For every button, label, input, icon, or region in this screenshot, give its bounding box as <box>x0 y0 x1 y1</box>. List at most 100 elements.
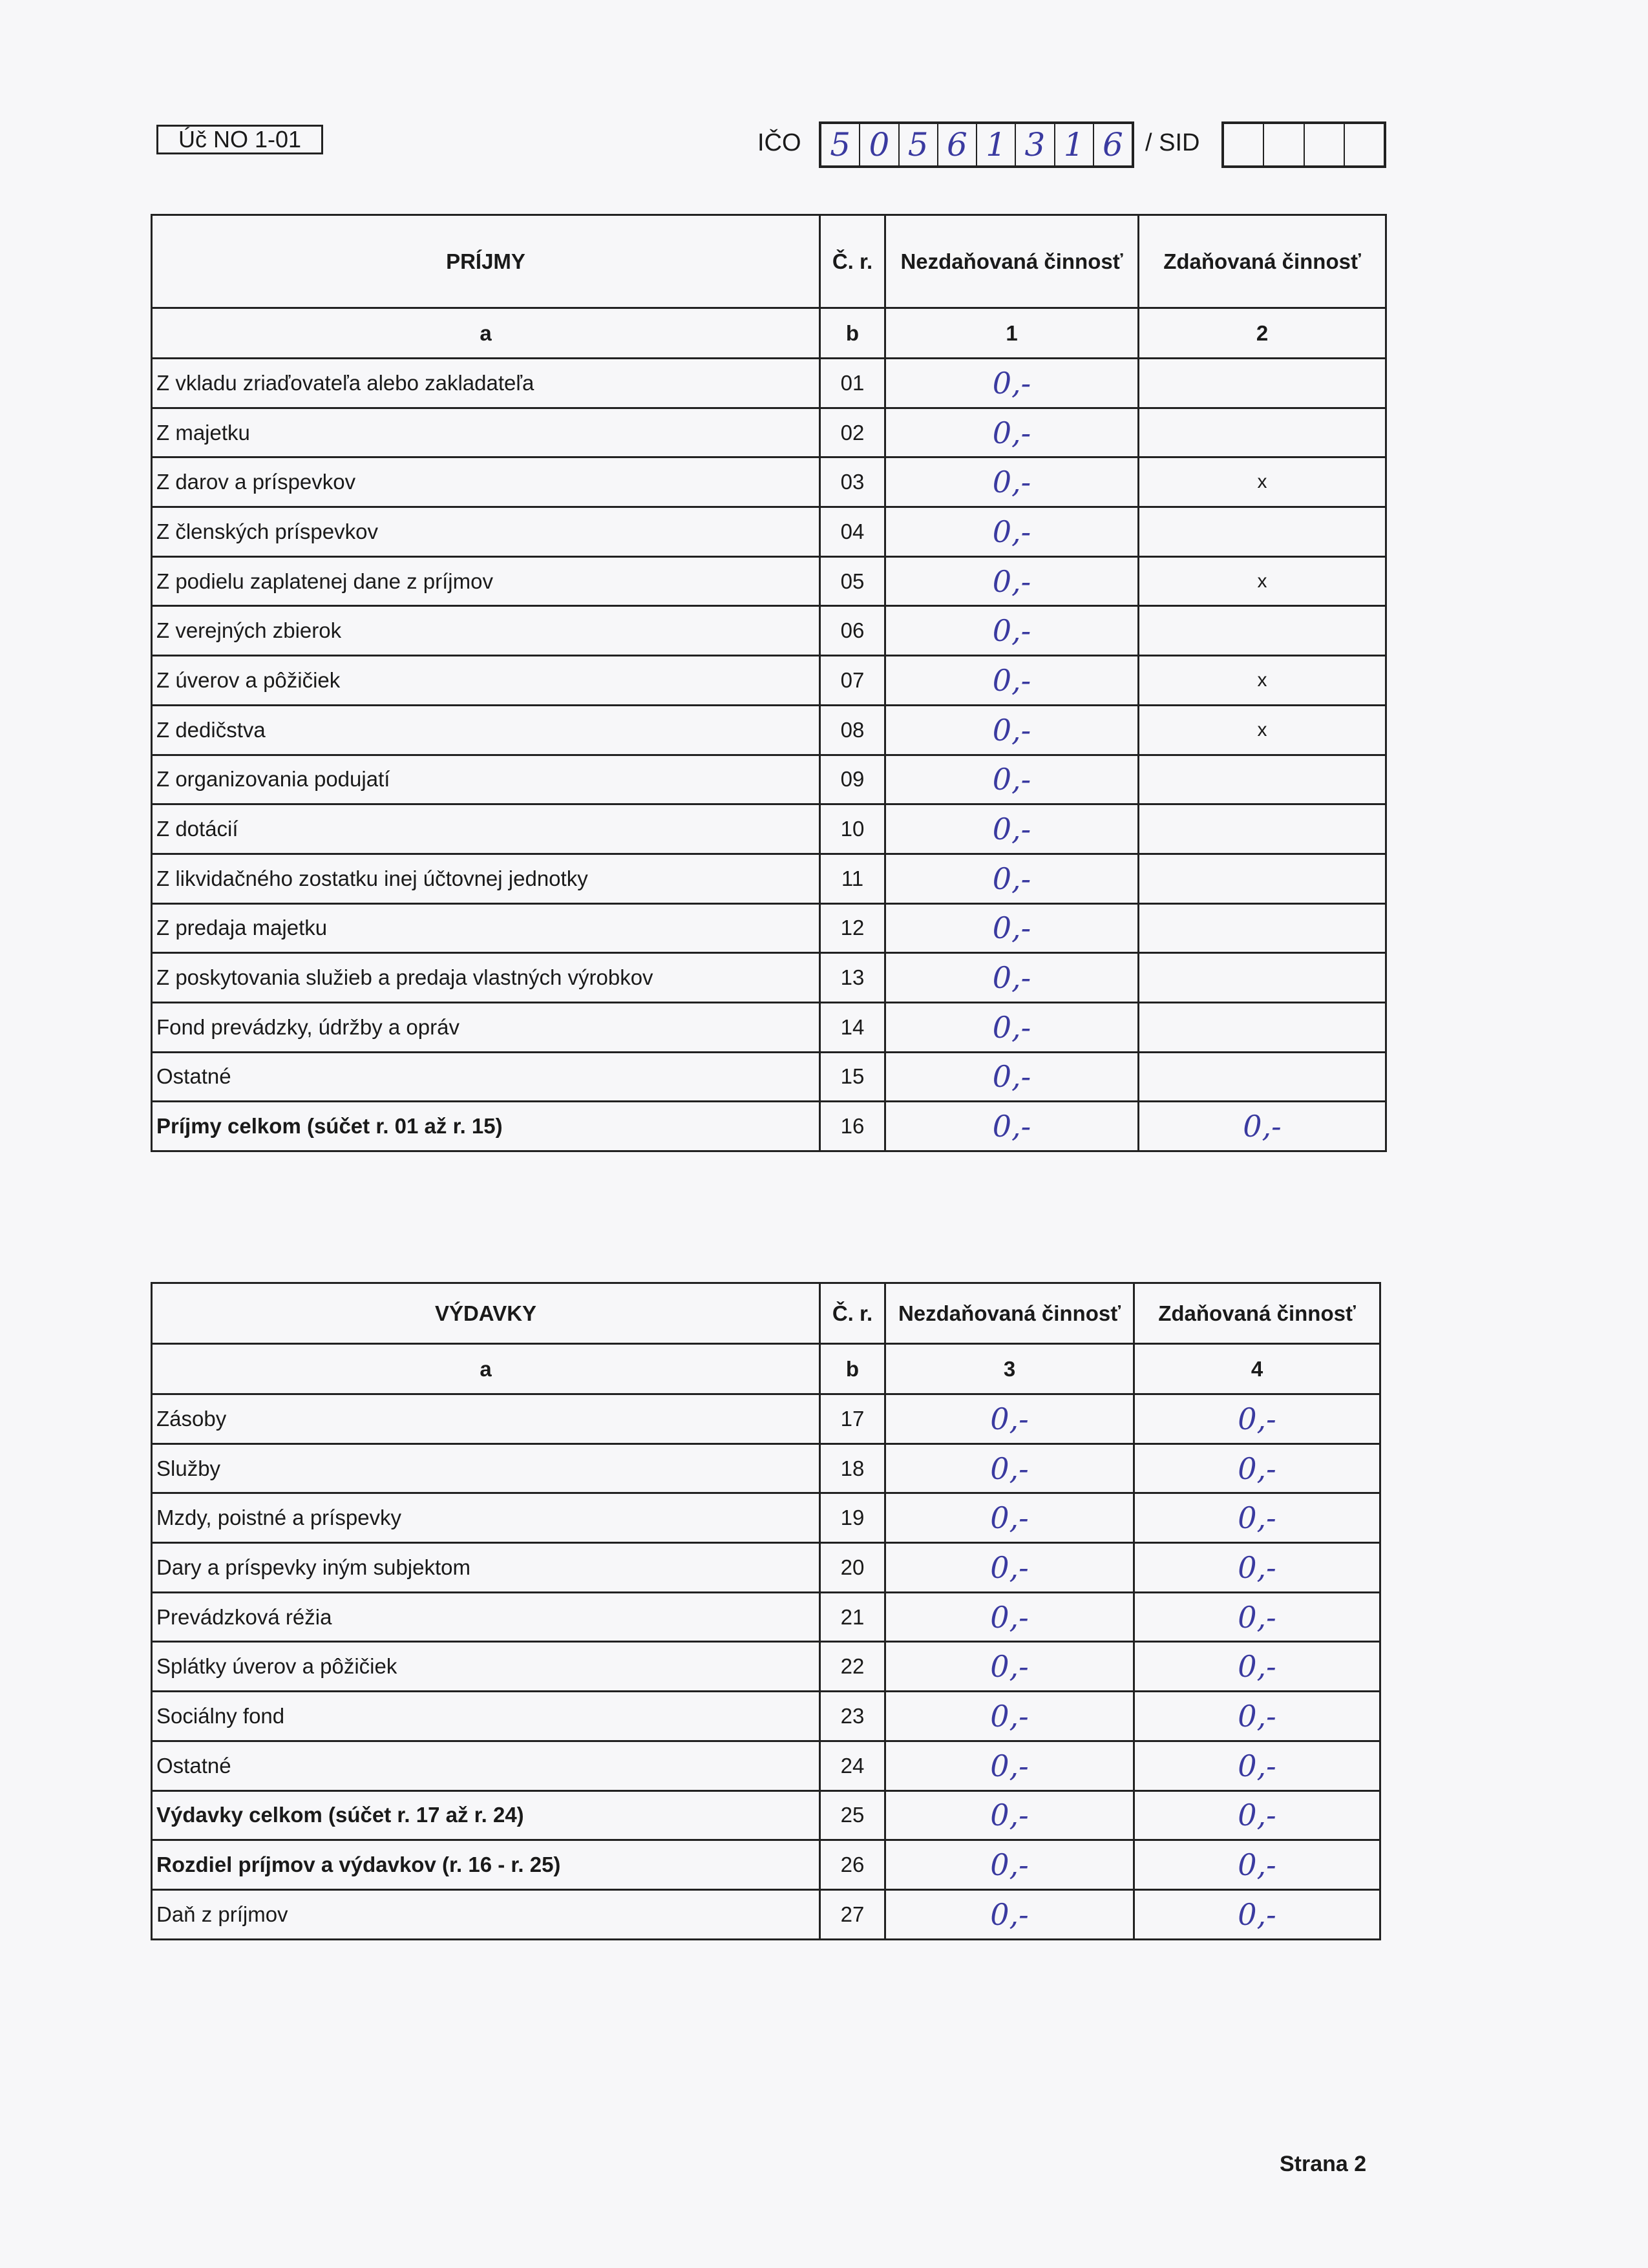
value-col1[interactable]: 0,- <box>884 1739 1135 1792</box>
row-number: 02 <box>819 406 886 459</box>
sid-digit[interactable] <box>1224 124 1265 165</box>
row-label: Daň z príjmov <box>151 1888 821 1940</box>
value-col1[interactable]: 0,- <box>884 1542 1135 1593</box>
col-subheader: 3 <box>884 1343 1135 1395</box>
value-col1[interactable]: 0,- <box>884 1442 1135 1495</box>
table-row: Prevádzková réžia 21 0,- 0,- <box>151 1591 1381 1643</box>
value-col1[interactable]: 0,- <box>884 704 1139 756</box>
ico-digit[interactable]: 3 <box>1016 124 1055 165</box>
ico-digit[interactable]: 5 <box>821 124 861 165</box>
value-col1[interactable]: 0,- <box>884 1839 1135 1891</box>
row-number: 04 <box>819 506 886 558</box>
expenses-subheader-row: a b 3 4 <box>151 1343 1381 1395</box>
row-label: Z predaja majetku <box>151 902 821 954</box>
row-number: 14 <box>819 1001 886 1053</box>
ico-digit[interactable]: 1 <box>1055 124 1094 165</box>
value-col1[interactable]: 0,- <box>884 852 1139 905</box>
table-row: Ostatné 24 0,- 0,- <box>151 1739 1381 1792</box>
value-col2[interactable] <box>1137 753 1387 806</box>
row-label: Fond prevádzky, údržby a opráv <box>151 1001 821 1053</box>
value-col2[interactable]: 0,- <box>1133 1839 1381 1891</box>
value-col2[interactable]: 0,- <box>1133 1393 1381 1445</box>
value-col2[interactable]: x <box>1137 655 1387 706</box>
value-col1[interactable]: 0,- <box>884 1591 1135 1643</box>
col-subheader: a <box>151 1343 821 1395</box>
value-col1[interactable]: 0,- <box>884 1641 1135 1693</box>
value-col2[interactable] <box>1137 1051 1387 1103</box>
ico-digit[interactable]: 5 <box>900 124 938 165</box>
row-label: Mzdy, poistné a príspevky <box>151 1492 821 1544</box>
table-row: Z likvidačného zostatku inej účtovnej je… <box>151 852 1387 905</box>
value-col1[interactable]: 0,- <box>884 1888 1135 1940</box>
value-col2[interactable]: 0,- <box>1133 1492 1381 1544</box>
sid-field[interactable] <box>1221 121 1386 168</box>
row-number: 03 <box>819 456 886 509</box>
value-col1[interactable]: 0,- <box>884 605 1139 657</box>
value-col1[interactable]: 0,- <box>884 406 1139 459</box>
ico-digit[interactable]: 6 <box>938 124 977 165</box>
value-col1[interactable]: 0,- <box>884 1789 1135 1842</box>
value-col2[interactable]: 0,- <box>1133 1888 1381 1940</box>
value-col2[interactable]: 0,- <box>1133 1789 1381 1842</box>
value-col1[interactable]: 0,- <box>884 902 1139 954</box>
value-col1[interactable]: 0,- <box>884 1001 1139 1053</box>
value-col2[interactable]: 0,- <box>1133 1442 1381 1495</box>
table-row: Príjmy celkom (súčet r. 01 až r. 15) 16 0,… <box>151 1100 1387 1152</box>
col-subheader: 4 <box>1133 1343 1381 1395</box>
row-label: Výdavky celkom (súčet r. 17 až r. 24) <box>151 1789 821 1842</box>
value-col2[interactable] <box>1137 902 1387 954</box>
value-col2[interactable]: 0,- <box>1133 1641 1381 1693</box>
col-subheader: b <box>819 1343 886 1395</box>
row-number: 07 <box>819 655 886 706</box>
col-header: PRÍJMY <box>151 214 821 309</box>
value-col1[interactable]: 0,- <box>884 1690 1135 1742</box>
ico-digit[interactable]: 6 <box>1102 126 1123 163</box>
col-header: VÝDAVKY <box>151 1282 821 1345</box>
value-col2[interactable] <box>1137 952 1387 1003</box>
value-col2[interactable] <box>1137 357 1387 409</box>
value-col2[interactable]: 0,- <box>1133 1690 1381 1742</box>
row-number: 17 <box>819 1393 886 1445</box>
value-col2[interactable] <box>1137 1001 1387 1053</box>
expenses-table: VÝDAVKY Č. r. Nezdaňovaná činnosť Zdaňov… <box>151 1282 1381 1940</box>
value-col2[interactable]: 0,- <box>1133 1591 1381 1643</box>
ico-digit[interactable]: 1 <box>977 124 1017 165</box>
ico-digit[interactable]: 0 <box>860 124 900 165</box>
value-col1[interactable]: 0,- <box>884 555 1139 607</box>
value-col2[interactable] <box>1137 605 1387 657</box>
sid-digit[interactable] <box>1305 124 1345 165</box>
table-row: Z dedičstva 08 0,- x <box>151 704 1387 756</box>
value-col2[interactable] <box>1137 852 1387 905</box>
row-number: 25 <box>819 1789 886 1842</box>
value-col1[interactable]: 0,- <box>884 753 1139 806</box>
col-subheader: 2 <box>1137 307 1387 359</box>
value-col1[interactable]: 0,- <box>884 952 1139 1003</box>
col-subheader: a <box>151 307 821 359</box>
value-col1[interactable]: 0,- <box>884 1492 1135 1544</box>
row-label: Ostatné <box>151 1051 821 1103</box>
value-col1[interactable]: 0,- <box>884 655 1139 706</box>
value-col1[interactable]: 0,- <box>884 1051 1139 1103</box>
value-col2[interactable]: 0,- <box>1133 1542 1381 1593</box>
value-col2[interactable] <box>1137 803 1387 855</box>
value-col2[interactable]: x <box>1137 555 1387 607</box>
value-col2[interactable]: 0,- <box>1133 1739 1381 1792</box>
col-header: Č. r. <box>819 1282 886 1345</box>
value-col1[interactable]: 0,- <box>884 357 1139 409</box>
value-col2[interactable]: x <box>1137 704 1387 756</box>
sid-digit[interactable] <box>1264 124 1305 165</box>
value-col1[interactable]: 0,- <box>884 803 1139 855</box>
value-col1[interactable]: 0,- <box>884 1393 1135 1445</box>
row-number: 11 <box>819 852 886 905</box>
row-label: Z úverov a pôžičiek <box>151 655 821 706</box>
value-col2[interactable]: 0,- <box>1137 1100 1387 1152</box>
value-col1[interactable]: 0,- <box>884 1100 1139 1152</box>
table-row: Mzdy, poistné a príspevky 19 0,- 0,- <box>151 1492 1381 1544</box>
value-col2[interactable]: x <box>1137 456 1387 509</box>
value-col2[interactable] <box>1137 406 1387 459</box>
sid-digit[interactable] <box>1345 124 1384 165</box>
value-col2[interactable] <box>1137 506 1387 558</box>
value-col1[interactable]: 0,- <box>884 506 1139 558</box>
value-col1[interactable]: 0,- <box>884 456 1139 509</box>
